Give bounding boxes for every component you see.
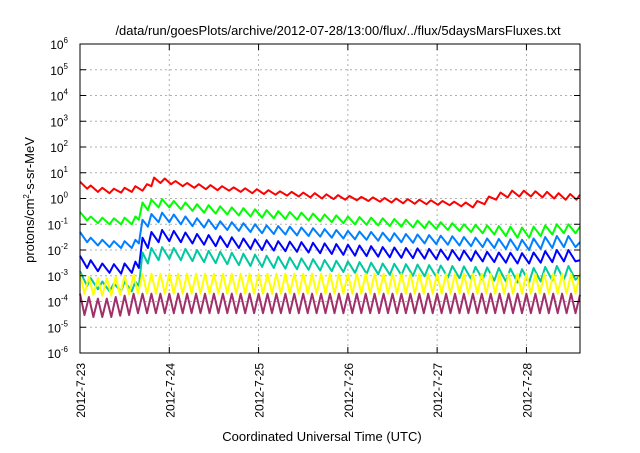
y-tick-label-exponent: -1 xyxy=(61,216,69,225)
x-tick-label: 2012-7-24 xyxy=(163,363,177,418)
y-tick-label-base: 10 xyxy=(48,270,62,284)
x-tick-labels: 2012-7-23 2012-7-24 2012-7-25 2012-7-26 2012… xyxy=(74,363,534,418)
y-tick-label-exponent: 0 xyxy=(64,191,69,200)
y-tick-label-exponent: -6 xyxy=(61,345,69,354)
y-tick-label: 10-2 xyxy=(48,242,69,258)
y-tick-label-exponent: -4 xyxy=(61,294,69,303)
y-tick-labels: 10610510410310210110010-110-210-310-410-… xyxy=(48,36,69,361)
y-tick-label: 10-4 xyxy=(48,294,69,310)
y-tick-label-base: 10 xyxy=(48,296,62,310)
y-tick-label-base: 10 xyxy=(50,38,64,52)
y-axis-label-pre: protons/cm xyxy=(22,199,37,263)
y-tick-label-base: 10 xyxy=(50,167,64,181)
y-tick-label-exponent: -5 xyxy=(61,319,69,328)
x-tick-label: 2012-7-28 xyxy=(520,363,534,418)
x-tick-label: 2012-7-27 xyxy=(431,363,445,418)
y-tick-label: 10-1 xyxy=(48,216,69,232)
series-line-3 xyxy=(79,211,581,251)
y-tick-label: 10-3 xyxy=(48,268,69,284)
x-tick-label: 2012-7-25 xyxy=(253,363,267,418)
y-tick-label-exponent: 3 xyxy=(64,113,69,122)
x-tick-label: 2012-7-23 xyxy=(74,363,88,418)
y-tick-label-base: 10 xyxy=(50,64,64,78)
series-line-4 xyxy=(79,229,581,275)
y-tick-label-base: 10 xyxy=(50,90,64,104)
y-tick-label: 105 xyxy=(50,62,68,78)
y-tick-label-base: 10 xyxy=(50,193,64,207)
tick-layer xyxy=(79,43,580,354)
y-tick-label-exponent: -2 xyxy=(61,242,69,251)
y-axis-label-sup: 2 xyxy=(22,194,31,199)
chart-title: /data/run/goesPlots/archive/2012-07-28/1… xyxy=(115,23,561,38)
series-line-2 xyxy=(79,198,581,239)
y-tick-label: 106 xyxy=(50,36,68,52)
x-tick-label: 2012-7-26 xyxy=(342,363,356,418)
y-tick-label-base: 10 xyxy=(50,115,64,129)
series-line-7 xyxy=(79,292,581,318)
y-tick-label-base: 10 xyxy=(50,141,64,155)
y-tick-label: 10-5 xyxy=(48,319,69,335)
y-tick-label-base: 10 xyxy=(48,321,62,335)
y-tick-label-exponent: 2 xyxy=(64,139,69,148)
series-layer xyxy=(79,176,581,318)
x-axis-label: Coordinated Universal Time (UTC) xyxy=(222,429,421,444)
y-tick-label: 101 xyxy=(50,165,68,181)
series-line-5 xyxy=(79,246,581,293)
y-tick-label: 104 xyxy=(50,88,68,104)
y-tick-label-exponent: 5 xyxy=(64,62,69,71)
y-tick-label: 10-6 xyxy=(48,345,69,361)
y-tick-label-base: 10 xyxy=(48,347,62,361)
y-tick-label-exponent: 4 xyxy=(64,88,69,97)
y-tick-label-exponent: -3 xyxy=(61,268,69,277)
y-tick-label-base: 10 xyxy=(48,218,62,232)
y-tick-label: 103 xyxy=(50,113,68,129)
y-tick-label: 100 xyxy=(50,191,68,207)
series-line-1 xyxy=(79,176,581,209)
y-tick-label-exponent: 1 xyxy=(64,165,69,174)
y-axis-label: protons/cm2-s-sr-MeV xyxy=(22,137,37,263)
y-axis-label-post: -s-sr-MeV xyxy=(22,137,37,194)
y-tick-label: 102 xyxy=(50,139,68,155)
y-tick-label-exponent: 6 xyxy=(64,36,69,45)
y-tick-label-base: 10 xyxy=(48,244,62,258)
series-line-6 xyxy=(79,272,581,297)
